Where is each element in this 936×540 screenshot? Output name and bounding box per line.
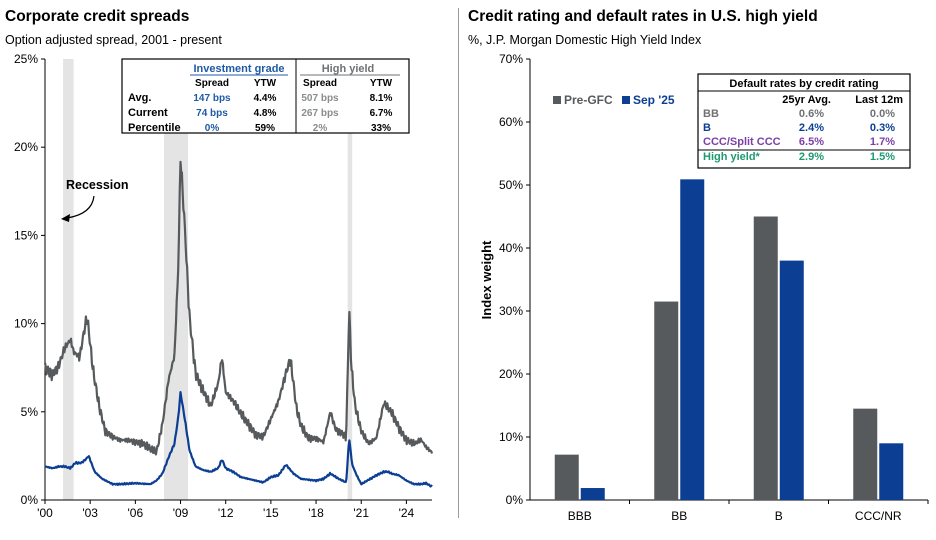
right-chart-panel: Credit rating and default rates in U.S. …: [462, 0, 936, 540]
investment-grade-series-line: [44, 391, 433, 488]
default-table-row-label: High yield*: [703, 151, 761, 163]
default-table-row-label: B: [703, 122, 711, 134]
table-row-label: Current: [128, 107, 168, 119]
table-column-header: Spread: [303, 78, 337, 89]
left-chart-subtitle: Option adjusted spread, 2001 - present: [5, 33, 222, 47]
y-tick-label: 5%: [21, 405, 39, 419]
legend-swatch: [622, 96, 630, 104]
left-chart-panel: Corporate credit spreads Option adjusted…: [0, 0, 458, 540]
y-tick-label: 10%: [499, 430, 523, 444]
x-tick-label: '12: [218, 506, 234, 520]
y-tick-label: 50%: [499, 178, 523, 192]
sep-25-bar: [680, 179, 705, 500]
y-tick-label: 20%: [499, 367, 523, 381]
x-category-label: B: [775, 509, 783, 523]
y-tick-label: 40%: [499, 241, 523, 255]
table-column-header: YTW: [370, 78, 393, 89]
x-tick-label: '15: [263, 506, 279, 520]
pre-gfc-bar: [554, 454, 579, 500]
ig-ytw-value: 59%: [255, 123, 275, 134]
x-tick-label: '06: [128, 506, 144, 520]
hy-ytw-value: 33%: [371, 123, 391, 134]
y-tick-label: 30%: [499, 304, 523, 318]
spread-summary-table: [121, 58, 410, 134]
x-tick-label: '21: [353, 506, 369, 520]
x-tick-label: '09: [173, 506, 189, 520]
recession-arrowhead: [61, 214, 70, 222]
default-last-value: 0.3%: [870, 122, 895, 134]
y-tick-label: 25%: [14, 52, 38, 66]
default-table-title: Default rates by credit rating: [729, 78, 878, 90]
pre-gfc-bar: [753, 216, 778, 500]
default-last-value: 0.0%: [870, 108, 895, 120]
y-tick-label: 20%: [14, 140, 38, 154]
ig-spread-value: 74 bps: [196, 108, 228, 119]
table-row-label: Avg.: [128, 92, 151, 104]
default-avg-value: 0.6%: [799, 108, 824, 120]
right-chart-subtitle: %, J.P. Morgan Domestic High Yield Index: [468, 33, 702, 47]
y-tick-label: 0%: [506, 493, 524, 507]
panel-divider: [458, 8, 459, 518]
hy-ytw-value: 8.1%: [370, 93, 393, 104]
table-column-header: Spread: [195, 78, 229, 89]
ig-ytw-value: 4.8%: [254, 108, 277, 119]
pre-gfc-bar: [654, 301, 679, 500]
ig-group-header: Investment grade: [193, 63, 284, 75]
x-tick-label: '18: [308, 506, 324, 520]
default-avg-value: 2.4%: [799, 122, 824, 134]
default-table-row-label: BB: [703, 108, 719, 120]
default-table-col-header: 25yr Avg.: [782, 94, 831, 106]
legend-swatch: [553, 96, 561, 104]
default-last-value: 1.7%: [870, 136, 895, 148]
recession-arrow: [66, 195, 95, 219]
ig-ytw-value: 4.4%: [254, 93, 277, 104]
hy-spread-value: 507 bps: [301, 93, 339, 104]
spread-line-chart: 0% 5% 10% 15% 20% 25% '00 '03 '06 '09 '12 '15 '18 '21…: [14, 52, 434, 520]
recession-band: [63, 59, 74, 500]
y-tick-label: 0%: [21, 493, 39, 507]
sep-25-bar: [580, 488, 605, 500]
hy-spread-value: 267 bps: [301, 108, 339, 119]
y-tick-label: 10%: [14, 317, 38, 331]
recession-annotation: Recession: [66, 178, 129, 192]
default-last-value: 1.5%: [870, 151, 895, 163]
x-tick-label: '24: [399, 506, 415, 520]
recession-band: [347, 59, 353, 500]
sep-25-bar: [879, 443, 904, 500]
ig-spread-value: 0%: [205, 123, 220, 134]
ig-spread-value: 147 bps: [193, 93, 231, 104]
y-tick-label: 15%: [14, 228, 38, 242]
default-table-row-label: CCC/Split CCC: [703, 136, 781, 148]
x-category-label: CCC/NR: [855, 509, 902, 523]
y-tick-label: 70%: [499, 52, 523, 66]
default-avg-value: 6.5%: [799, 136, 824, 148]
x-tick-label: '00: [37, 506, 53, 520]
table-row-label: Percentile: [128, 122, 181, 134]
y-axis-title: Index weight: [479, 240, 494, 319]
hy-ytw-value: 6.7%: [370, 108, 393, 119]
x-tick-label: '03: [82, 506, 98, 520]
default-avg-value: 2.9%: [799, 151, 824, 163]
x-category-label: BB: [671, 509, 687, 523]
right-chart-title: Credit rating and default rates in U.S. …: [468, 8, 818, 25]
pre-gfc-bar: [853, 408, 878, 500]
legend-label: Sep '25: [633, 93, 675, 107]
hy-spread-value: 2%: [313, 123, 328, 134]
left-chart-title: Corporate credit spreads: [5, 8, 190, 25]
y-tick-label: 60%: [499, 115, 523, 129]
legend-label: Pre-GFC: [564, 93, 613, 107]
high-yield-series-line: [43, 160, 434, 456]
sep-25-bar: [779, 260, 804, 500]
x-category-label: BBB: [568, 509, 592, 523]
table-column-header: YTW: [254, 78, 277, 89]
hy-group-header: High yield: [322, 63, 375, 75]
default-rates-table: [697, 73, 911, 169]
default-table-col-header: Last 12m: [855, 94, 903, 106]
